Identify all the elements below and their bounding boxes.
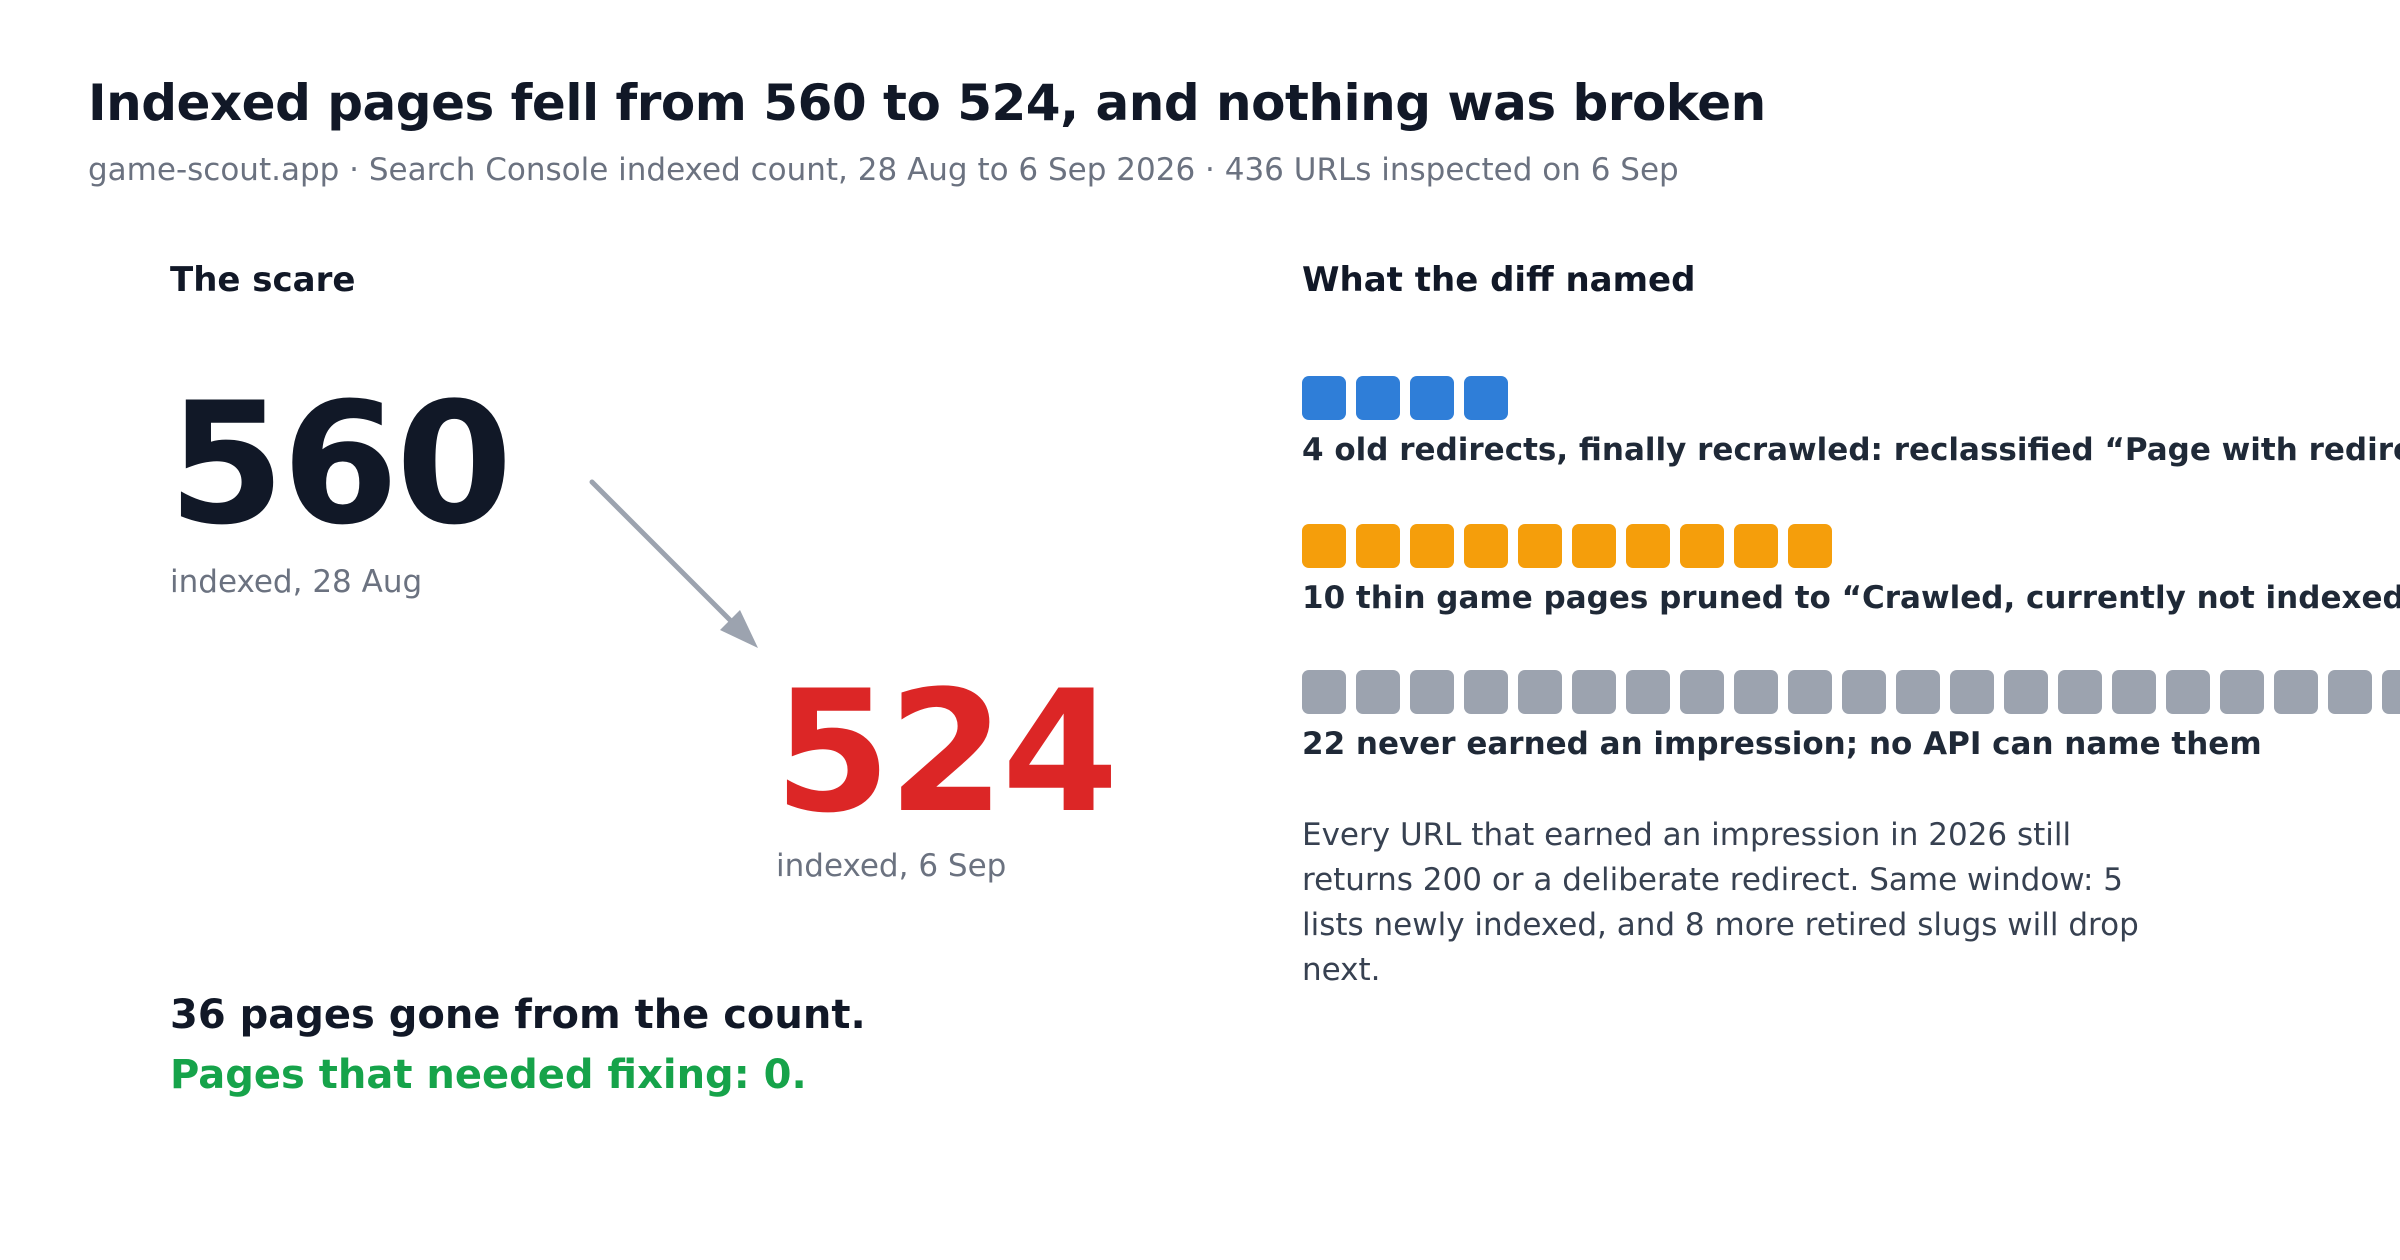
page-square <box>1734 670 1778 714</box>
thin-pages-group: 10 thin game pages pruned to “Crawled, c… <box>1302 524 2400 616</box>
page-square <box>1626 670 1670 714</box>
page-square <box>2274 670 2318 714</box>
page-square <box>1680 524 1724 568</box>
page-square <box>2112 670 2156 714</box>
page-square <box>1734 524 1778 568</box>
page-square <box>1356 524 1400 568</box>
page-square <box>1896 670 1940 714</box>
page-square <box>1950 670 1994 714</box>
page-square <box>1464 524 1508 568</box>
redirects-label: 4 old redirects, finally recrawled: recl… <box>1302 432 2400 468</box>
page-square <box>1464 376 1508 420</box>
diff-note: Every URL that earned an impression in 2… <box>1302 817 2139 988</box>
page-square <box>2166 670 2210 714</box>
redirects-squares <box>1302 376 2400 420</box>
page-square <box>1518 670 1562 714</box>
no-impression-label: 22 never earned an impression; no API ca… <box>1302 726 2262 762</box>
before-caption: indexed, 28 Aug <box>170 564 423 600</box>
page-square <box>1410 376 1454 420</box>
diff-heading: What the diff named <box>1302 260 1696 300</box>
page-square <box>2220 670 2264 714</box>
gone-summary: 36 pages gone from the count. <box>170 992 866 1038</box>
page-square <box>1788 524 1832 568</box>
after-caption: indexed, 6 Sep <box>776 848 1007 884</box>
thin-pages-label: 10 thin game pages pruned to “Crawled, c… <box>1302 580 2400 616</box>
page-square <box>1572 524 1616 568</box>
redirects-group: 4 old redirects, finally recrawled: recl… <box>1302 376 2400 468</box>
page-subtitle: game-scout.app · Search Console indexed … <box>88 152 1679 188</box>
no-impression-squares <box>1302 670 2400 714</box>
page-square <box>1572 670 1616 714</box>
page-square <box>2004 670 2048 714</box>
no-impression-group: 22 never earned an impression; no API ca… <box>1302 670 2400 762</box>
page-title: Indexed pages fell from 560 to 524, and … <box>88 74 1766 132</box>
page-square <box>2058 670 2102 714</box>
after-count: 524 <box>774 654 1119 850</box>
page-square <box>1302 524 1346 568</box>
page-square <box>1842 670 1886 714</box>
page-square <box>2382 670 2400 714</box>
fix-summary: Pages that needed fixing: 0. <box>170 1052 807 1098</box>
page-square <box>1302 376 1346 420</box>
page-square <box>2328 670 2372 714</box>
page-square <box>1680 670 1724 714</box>
decrease-arrow-icon <box>589 479 758 648</box>
before-count: 560 <box>168 366 513 562</box>
page-square <box>1410 524 1454 568</box>
page-square <box>1410 670 1454 714</box>
page-square <box>1356 670 1400 714</box>
page-square <box>1302 670 1346 714</box>
page-square <box>1788 670 1832 714</box>
page-square <box>1626 524 1670 568</box>
page-square <box>1464 670 1508 714</box>
page-square <box>1518 524 1562 568</box>
scare-heading: The scare <box>170 260 356 300</box>
thin-pages-squares <box>1302 524 2400 568</box>
page-square <box>1356 376 1400 420</box>
